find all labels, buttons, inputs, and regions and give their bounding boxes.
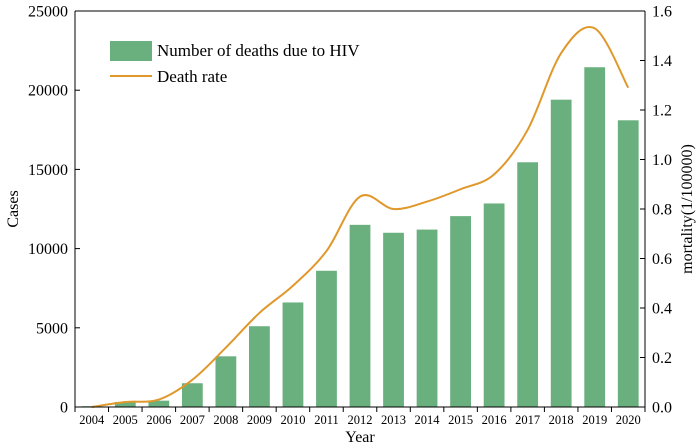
y2-tick-label: 1.4 [652,53,672,70]
y-tick-label: 0 [60,400,68,417]
death-rate-line [91,26,630,408]
bar-2015 [450,216,471,407]
y2-tick-label: 1.2 [652,103,672,120]
y2-tick-label: 0.2 [652,350,672,367]
y-tick-label: 15000 [28,162,68,179]
x-tick-label: 2019 [582,413,607,427]
x-tick-label: 2012 [348,413,373,427]
x-tick-label: 2004 [79,413,105,427]
x-tick-label: 2010 [280,413,305,427]
y2-tick-label: 0.8 [652,202,672,219]
bar-2007 [181,383,203,407]
y2-axis-title: mortality(1/100000) [679,144,696,274]
y-tick-label: 10000 [28,241,68,258]
bar-2017 [517,162,539,407]
x-tick-label: 2017 [515,413,540,427]
bar-2014 [416,229,438,407]
bar-2012 [349,224,371,407]
y-tick-label: 5000 [36,320,68,337]
y2-tick-label: 0.6 [652,251,672,268]
x-tick-label: 2014 [415,413,441,427]
x-tick-label: 2013 [381,413,406,427]
x-tick-label: 2007 [180,413,205,427]
bar-2013 [383,232,404,407]
x-tick-label: 2011 [314,413,339,427]
x-tick-label: 2005 [113,413,138,427]
legend-line-label: Death rate [157,67,227,86]
legend-bar-label: Number of deaths due to HIV [157,41,360,60]
bar-2018 [550,99,572,407]
bar-series [81,67,639,408]
y2-tick-label: 0.4 [652,301,672,318]
x-tick-label: 2006 [146,413,171,427]
x-axis-title: Year [345,429,375,446]
y-tick-label: 20000 [28,83,68,100]
legend: Number of deaths due to HIV Death rate [110,41,360,86]
y2-tick-label: 1.0 [652,152,672,169]
bar-2006 [148,400,170,407]
legend-bar-swatch [110,41,152,61]
x-tick-label: 2015 [448,413,473,427]
y-axis-title: Cases [5,190,22,227]
bar-2010 [282,302,304,407]
x-tick-label: 2009 [247,413,272,427]
axis-ticks: 0 5000 10000 15000 20000 25000 0.0 0.2 0.4 0.6 0.8… [28,4,672,428]
x-tick-label: 2008 [213,413,238,427]
bar-2008 [215,356,237,407]
x-tick-label: 2018 [549,413,574,427]
x-tick-label: 2020 [616,413,641,427]
bar-2019 [584,67,606,407]
bar-2005 [114,401,136,407]
bar-2020 [617,120,639,408]
x-tick-label: 2016 [482,413,507,427]
y2-tick-label: 0.0 [652,400,672,417]
y-tick-label: 25000 [28,4,68,21]
y2-tick-label: 1.6 [652,4,672,21]
bar-2011 [316,270,337,407]
bar-2009 [249,326,270,407]
bar-2016 [483,203,505,407]
